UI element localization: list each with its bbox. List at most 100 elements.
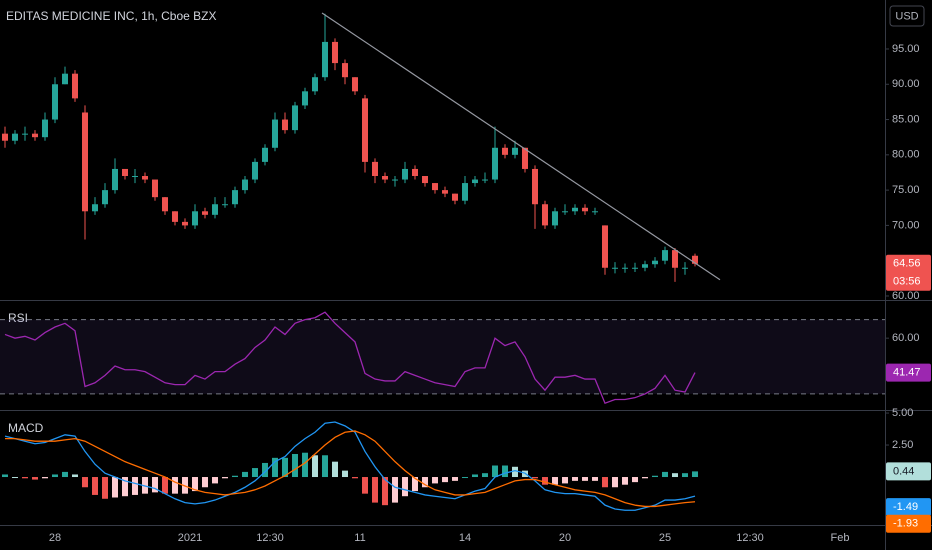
histogram-bar xyxy=(122,477,128,497)
histogram-bar xyxy=(452,477,458,481)
candle-body xyxy=(492,147,498,180)
histogram-bar xyxy=(392,477,398,503)
x-tick-label: 20 xyxy=(559,532,571,544)
candle-body xyxy=(402,168,408,180)
rsi-line xyxy=(4,311,696,405)
candle-body xyxy=(522,147,528,169)
price-tag-label: 0.44 xyxy=(893,465,914,477)
histogram-bar xyxy=(422,477,428,488)
candle-body xyxy=(182,221,188,226)
pane-title: MACD xyxy=(8,421,44,435)
x-tick-label: Feb xyxy=(831,532,850,544)
candle-body xyxy=(622,267,628,269)
candle-body xyxy=(92,204,98,212)
candle-body xyxy=(682,267,688,269)
histogram-bar xyxy=(362,477,368,494)
histogram-bar xyxy=(682,473,688,478)
currency-button[interactable] xyxy=(889,5,925,27)
candle-body xyxy=(612,267,618,269)
candle-body xyxy=(452,193,458,201)
x-tick-label: 25 xyxy=(659,532,671,544)
histogram-bar xyxy=(112,477,118,498)
histogram-bar xyxy=(472,474,478,478)
candle-body xyxy=(302,91,308,106)
y-tick-label: 60.00 xyxy=(892,332,920,344)
candle-body xyxy=(12,133,18,141)
price-tag-label: -1.93 xyxy=(893,518,918,530)
candle-body xyxy=(252,161,258,180)
histogram-bar xyxy=(652,475,658,478)
candle-body xyxy=(332,41,338,64)
histogram-bar xyxy=(192,477,198,492)
candle-body xyxy=(362,98,368,162)
x-tick-label: 11 xyxy=(354,532,365,544)
histogram-bar xyxy=(22,477,28,479)
trend-line xyxy=(321,12,721,281)
pane-title: RSI xyxy=(8,311,28,325)
histogram-bar xyxy=(502,465,508,478)
histogram-bar xyxy=(602,477,608,488)
histogram-bar xyxy=(562,477,568,484)
candle-body xyxy=(692,255,698,264)
histogram-bar xyxy=(622,477,628,485)
rsi-band xyxy=(0,319,885,394)
candle-body xyxy=(32,133,38,138)
histogram-bar xyxy=(302,452,308,478)
histogram-bar xyxy=(582,477,588,481)
candle-body xyxy=(442,190,448,194)
price-tag-label: 41.47 xyxy=(893,367,921,379)
y-tick-label: 90.00 xyxy=(892,78,920,90)
candle-body xyxy=(262,147,268,162)
histogram-bar xyxy=(12,477,18,479)
candle-body xyxy=(62,73,68,85)
histogram-bar xyxy=(342,470,348,478)
histogram-bar xyxy=(532,477,538,479)
y-tick-label: 85.00 xyxy=(892,113,920,125)
countdown-label: 03:56 xyxy=(893,276,921,288)
histogram-bar xyxy=(52,474,58,478)
histogram-bar xyxy=(432,477,438,484)
candle-body xyxy=(142,176,148,180)
histogram-bar xyxy=(672,473,678,478)
histogram-bar xyxy=(262,462,268,478)
candle-body xyxy=(22,133,28,135)
x-tick-label: 12:30 xyxy=(256,532,284,544)
histogram-bar xyxy=(212,477,218,484)
histogram-bar xyxy=(42,477,48,479)
histogram-bar xyxy=(152,477,158,493)
candle-body xyxy=(632,267,638,269)
candle-body xyxy=(672,250,678,268)
price-tag-label: 64.56 xyxy=(893,258,921,270)
candle-body xyxy=(172,211,178,222)
currency-label[interactable]: USD xyxy=(895,10,918,22)
histogram-bar xyxy=(612,477,618,488)
candle-body xyxy=(112,168,118,191)
candle-body xyxy=(242,179,248,191)
histogram-bar xyxy=(82,477,88,488)
y-tick-label: 80.00 xyxy=(892,149,920,161)
histogram-bar xyxy=(542,477,548,485)
candle-body xyxy=(352,77,358,92)
candle-body xyxy=(232,190,238,205)
histogram-bar xyxy=(662,471,668,478)
candle-body xyxy=(342,63,348,78)
histogram-bar xyxy=(72,474,78,478)
histogram-bar xyxy=(492,465,498,478)
histogram-bar xyxy=(352,477,358,479)
candle-body xyxy=(372,161,378,177)
y-tick-label: 75.00 xyxy=(892,184,920,196)
histogram-bar xyxy=(372,477,378,503)
histogram-bar xyxy=(482,473,488,478)
histogram-bar xyxy=(162,477,168,494)
histogram-bar xyxy=(442,477,448,483)
histogram-bar xyxy=(592,477,598,481)
candle-body xyxy=(412,168,418,177)
x-tick-label: 12:30 xyxy=(736,532,764,544)
y-tick-label: 2.50 xyxy=(892,439,913,451)
candle-body xyxy=(322,41,328,78)
histogram-bar xyxy=(252,468,258,478)
histogram-bar xyxy=(382,477,388,506)
candle-body xyxy=(312,77,318,92)
